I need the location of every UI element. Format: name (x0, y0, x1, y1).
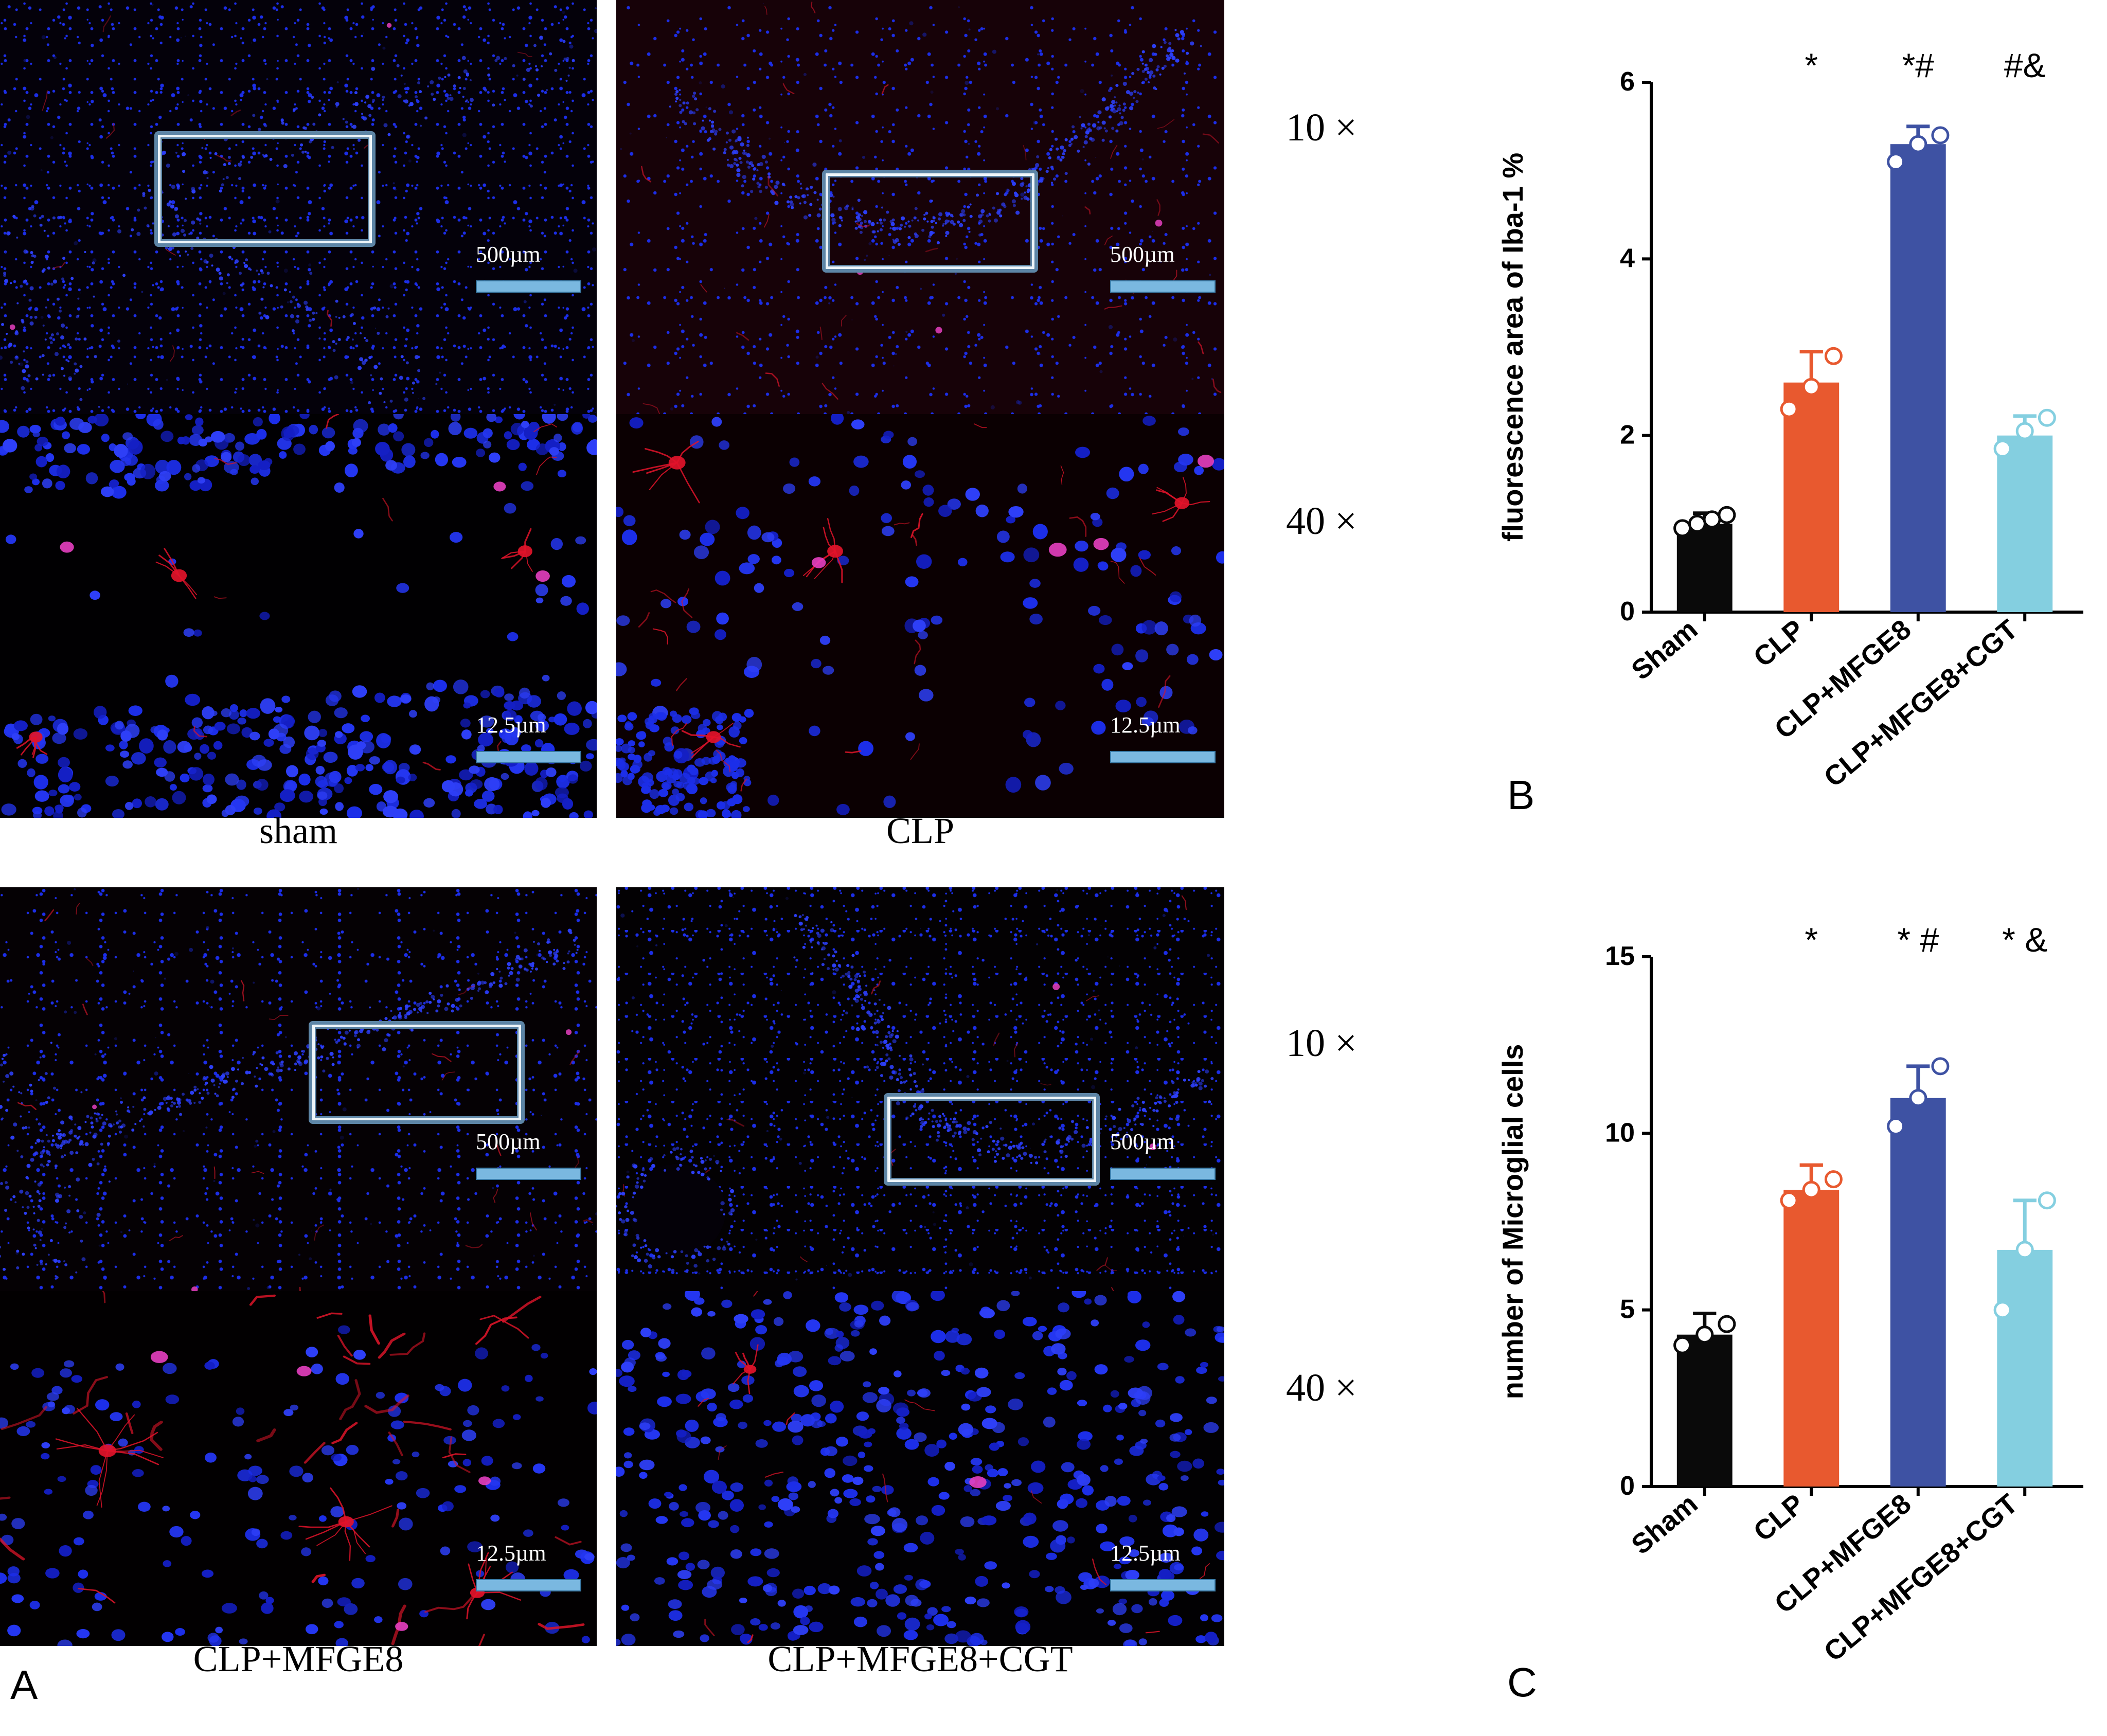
svg-text:4: 4 (1620, 243, 1635, 273)
svg-text:* #: * # (1897, 921, 1939, 959)
svg-text:#&: #& (2004, 46, 2046, 84)
svg-text:2: 2 (1620, 420, 1635, 450)
svg-text:number of Microglial cells: number of Microglial cells (1496, 1044, 1529, 1400)
svg-text:15: 15 (1605, 941, 1635, 971)
svg-text:*: * (1805, 921, 1818, 959)
svg-text:fluorescence area of Iba-1 %: fluorescence area of Iba-1 % (1496, 153, 1529, 542)
svg-text:0: 0 (1620, 597, 1635, 627)
svg-text:10: 10 (1605, 1118, 1635, 1148)
svg-text:5: 5 (1620, 1295, 1635, 1325)
svg-text:*#: *# (1902, 46, 1935, 84)
svg-text:*: * (1805, 46, 1818, 84)
svg-text:6: 6 (1620, 67, 1635, 97)
svg-text:* &: * & (2002, 921, 2047, 959)
svg-text:0: 0 (1620, 1471, 1635, 1501)
